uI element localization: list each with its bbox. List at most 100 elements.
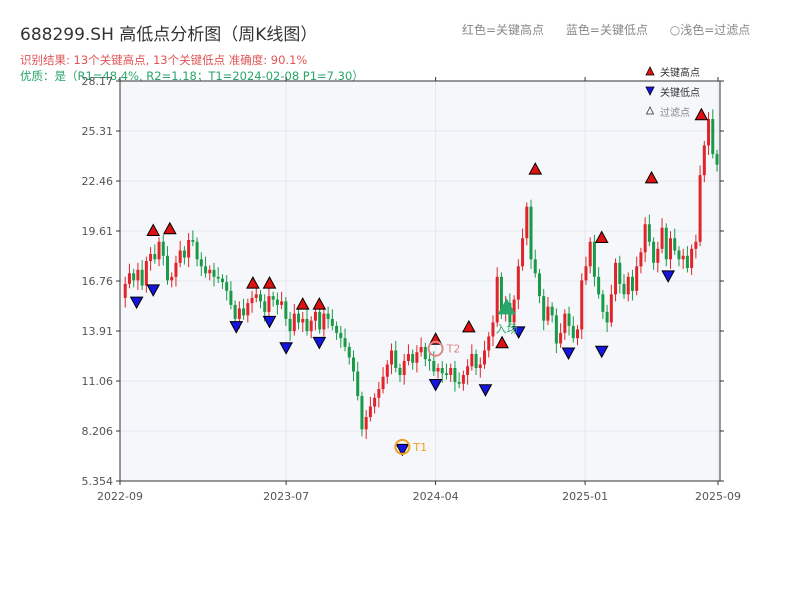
- candle-body: [216, 276, 220, 279]
- candle-body: [609, 294, 613, 323]
- candle-body: [170, 276, 174, 281]
- key-high-marker: [146, 223, 161, 237]
- candle-body: [394, 350, 398, 368]
- candle-body: [157, 241, 161, 260]
- candle-body: [571, 325, 575, 339]
- candle-body: [402, 360, 406, 376]
- candle-body: [161, 241, 165, 256]
- y-tick-label: 11.06: [82, 375, 114, 388]
- candle-body: [347, 346, 351, 358]
- candle-body: [622, 283, 626, 295]
- candle-body: [576, 329, 580, 339]
- candle-body: [208, 269, 212, 274]
- candle-body: [132, 273, 136, 281]
- candle-body: [673, 238, 677, 251]
- key-high-marker: [528, 162, 543, 175]
- candle-body: [305, 318, 309, 332]
- candle-body: [652, 241, 656, 263]
- candle-body: [601, 294, 605, 312]
- candle-body: [351, 357, 355, 372]
- candle-body: [618, 262, 622, 284]
- candle-body: [127, 273, 131, 284]
- chart-title: 688299.SH 高低点分析图（周K线图）: [20, 25, 318, 45]
- candle-body: [199, 259, 203, 267]
- key-high-marker: [644, 170, 659, 184]
- key-low-marker: [279, 342, 293, 355]
- candle-body: [711, 119, 715, 155]
- candle-body: [533, 259, 537, 274]
- candle-body: [559, 332, 563, 344]
- candle-body: [149, 254, 153, 262]
- key-high-marker: [495, 335, 509, 349]
- candle-body: [677, 250, 681, 260]
- candle-body: [242, 308, 246, 316]
- candle-body: [360, 396, 364, 430]
- candle-body: [182, 250, 186, 258]
- candle-body: [449, 367, 453, 376]
- candle-body: [356, 371, 360, 397]
- entry-label: 入场: [496, 321, 518, 335]
- candle-body: [715, 154, 719, 165]
- plot-border: [119, 80, 721, 482]
- candle-body: [690, 248, 694, 269]
- candle-body: [250, 297, 254, 304]
- candle-body: [656, 248, 660, 263]
- candle-body: [567, 313, 571, 326]
- candle-body: [292, 313, 296, 332]
- candle-body: [470, 353, 474, 367]
- candle-body: [254, 294, 258, 298]
- legend-low-icon: [645, 86, 655, 96]
- y-tick-label: 25.31: [82, 125, 114, 138]
- candle-body: [698, 175, 702, 242]
- candle-body: [385, 364, 389, 377]
- candle-body: [436, 367, 440, 372]
- candle-body: [487, 336, 491, 351]
- candle-body: [525, 206, 529, 239]
- key-low-marker: [511, 326, 526, 339]
- candle-body: [542, 296, 546, 321]
- candle-body: [453, 367, 457, 383]
- y-tick-label: 13.91: [82, 325, 114, 338]
- candle-body: [478, 364, 482, 368]
- candle-body: [588, 241, 592, 267]
- candle-body: [271, 296, 275, 300]
- recognition-summary: 识别结果: 13个关键高点, 13个关键低点 准确度: 90.1%: [20, 53, 308, 67]
- candle-body: [178, 250, 182, 263]
- key-high-marker: [246, 276, 260, 289]
- candle-body: [474, 353, 478, 368]
- key-high-marker: [312, 297, 327, 310]
- candle-body: [220, 278, 224, 283]
- candle-body: [275, 299, 279, 305]
- candle-body: [444, 373, 448, 376]
- candle-body: [499, 276, 503, 312]
- t2-circle: [427, 340, 444, 357]
- key-low-marker: [594, 345, 609, 359]
- candle-body: [140, 269, 144, 286]
- candle-body: [284, 301, 288, 319]
- candle-body: [685, 255, 689, 269]
- key-high-marker: [694, 107, 709, 121]
- candle-body: [669, 238, 673, 260]
- candle-body: [411, 353, 415, 363]
- key-low-marker: [661, 270, 676, 283]
- candle-body: [537, 273, 541, 297]
- candle-body: [326, 313, 330, 319]
- candle-body: [639, 252, 643, 267]
- candle-body: [563, 313, 567, 333]
- key-low-marker: [262, 315, 277, 329]
- candle-body: [495, 276, 499, 323]
- candle-body: [313, 311, 317, 321]
- candle-body: [297, 313, 301, 323]
- key-low-marker: [146, 284, 161, 297]
- candle-body: [584, 266, 588, 281]
- candle-body: [237, 308, 241, 319]
- t1-circle: [394, 438, 411, 455]
- legend-high-text: 红色=关键高点: [462, 23, 545, 37]
- candle-body: [647, 224, 651, 242]
- candle-body: [529, 206, 533, 260]
- candle-body: [580, 280, 584, 330]
- y-tick-label: 8.206: [82, 425, 114, 438]
- key-low-marker: [129, 296, 144, 310]
- top-legend: 红色=关键高点 蓝色=关键低点 ○浅色=过滤点: [462, 21, 768, 38]
